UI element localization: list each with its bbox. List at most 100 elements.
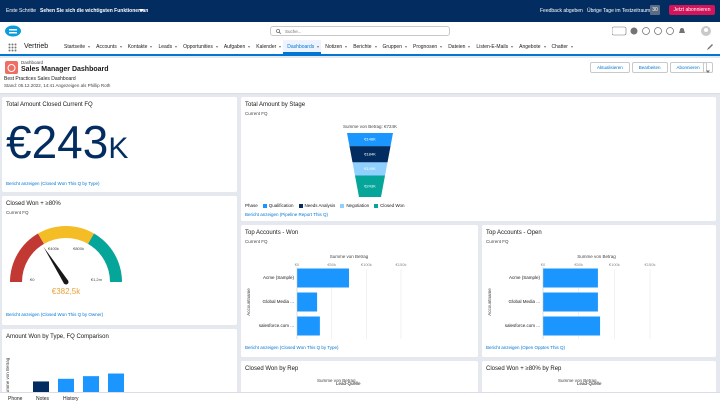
legend-item: Negotiation — [340, 203, 369, 208]
dashboard-header: Dashboard Sales Manager Dashboard Best P… — [0, 58, 720, 94]
funnel-widget: Total Amount by Stage Current FQ Summe v… — [241, 97, 716, 221]
widget-title: Closed Won + ≥80% by Rep — [486, 366, 562, 372]
utility-label: History — [63, 396, 79, 402]
axis-title: Summe von Betrag — [330, 254, 369, 259]
report-link[interactable]: Bericht anzeigen (Closed Won This Q by T… — [245, 345, 339, 350]
widget-title: Top Accounts - Open — [486, 230, 542, 236]
nav-tab[interactable]: Angebote — [515, 40, 547, 54]
utility-item[interactable]: History — [60, 396, 79, 402]
widget-title: Total Amount Closed Current FQ — [6, 102, 93, 108]
category-label: salesforce.com ... — [505, 323, 540, 328]
nav-tab[interactable]: Startseite — [60, 40, 92, 54]
utility-label: Phone — [8, 396, 23, 402]
widget-title: Amount Won by Type, FQ Comparison — [6, 334, 109, 340]
column — [58, 378, 74, 392]
gauge-tick-label: €0 — [30, 277, 35, 282]
top-bar: Erste Schritte Sehen Sie sich die wichti… — [0, 0, 720, 22]
report-link[interactable]: Bericht anzeigen (Open Opptes This Q) — [486, 345, 565, 350]
x-tick-label: €50k — [574, 262, 583, 267]
nav-tab[interactable]: Listen-E-Mails — [472, 40, 515, 54]
action-button[interactable]: Bearbeiten — [631, 62, 668, 73]
nav-tab[interactable]: Kontakte — [124, 40, 155, 54]
nav-tab[interactable]: Gruppen — [379, 40, 409, 54]
bar-widget: Top Accounts - Won Current FQ Summe von … — [241, 225, 478, 357]
nav-tab[interactable]: Chatter — [548, 40, 575, 54]
nav-tab[interactable]: Dateien — [444, 40, 472, 54]
group-title: Lead-Quelle — [577, 381, 602, 386]
dashboard-label: Dashboard — [21, 60, 44, 65]
bar-widget: Top Accounts - Open Current FQ Summe von… — [482, 225, 716, 357]
nav-tab[interactable]: Opportunities — [179, 40, 220, 54]
action-button[interactable]: Abonnieren — [669, 62, 707, 73]
funnel-title: Summe von Betrag: €724K — [343, 124, 397, 129]
gauge-tick-label: €1,2m — [91, 277, 103, 282]
utility-item[interactable]: Phone — [5, 396, 22, 402]
nav-tab[interactable]: Accounts — [92, 40, 124, 54]
subscribe-button[interactable]: Jetzt abonnieren — [669, 5, 715, 15]
report-link[interactable]: Bericht anzeigen (Pipeline Report This Q… — [245, 212, 328, 217]
funnel-chart: Summe von Betrag: €724K €148K €184K €149K €… — [343, 124, 397, 197]
nav-tab[interactable]: Dashboards — [283, 40, 322, 54]
chevron-icon — [706, 70, 710, 73]
dashboard-title: Sales Manager Dashboard — [21, 66, 109, 73]
y-axis-title: Accountname — [487, 288, 492, 316]
edit-nav-icon[interactable] — [706, 43, 714, 51]
nav-tab[interactable]: Berichte — [349, 40, 378, 54]
gauge-band — [38, 226, 94, 244]
x-tick-label: €150k — [645, 262, 656, 267]
legend-label: Qualification — [268, 203, 294, 208]
logo — [5, 25, 21, 37]
legend-swatch — [262, 203, 267, 208]
nav-tab[interactable]: Prognosen — [409, 40, 444, 54]
funnel-segment — [352, 162, 388, 176]
widget-title: Closed Won by Rep — [245, 366, 299, 372]
needle-hub — [63, 279, 69, 285]
utility-label: Notes — [36, 396, 50, 402]
header-icons — [612, 26, 711, 36]
x-tick-label: €50k — [327, 262, 336, 267]
getting-started[interactable]: Erste Schritte — [6, 8, 37, 14]
segment-label: €149K — [364, 166, 376, 171]
more-actions[interactable] — [703, 62, 713, 73]
gauge-needle — [43, 246, 69, 284]
app-launcher[interactable] — [8, 43, 17, 52]
legend-swatch — [374, 203, 379, 208]
nav-tab[interactable]: Notizen — [321, 40, 349, 54]
x-tick-label: €100k — [361, 262, 372, 267]
tab-list: Startseite Accounts Kontakte Leads Opportuni… — [60, 40, 575, 54]
bar-chart: Summe von Betrag €0 €50k €100k €150k Acme (Sa… — [246, 254, 406, 339]
nav-tab[interactable]: Aufgaben — [220, 40, 252, 54]
nav-tab[interactable]: Kalender — [252, 40, 283, 54]
trial-days: 30 — [650, 5, 660, 15]
dashboard-icon — [5, 61, 18, 74]
funnel-segment — [347, 133, 393, 147]
feedback-link[interactable]: Feedback abgeben — [540, 8, 583, 14]
utility-item[interactable]: Notes — [33, 396, 49, 402]
column — [108, 373, 124, 392]
column-chart: Summe von Betrag — [5, 357, 124, 396]
widget-subtitle: Current FQ — [245, 111, 268, 116]
x-tick-label: €0 — [541, 262, 546, 267]
legend-label: Needs Analysis — [304, 203, 336, 208]
report-link[interactable]: Bericht anzeigen (Closed Won This Q by O… — [6, 312, 104, 317]
nav-tab[interactable]: Leads — [154, 40, 179, 54]
category-label: Acme (Sample) — [509, 275, 541, 280]
gauge-chart: €0 €400k €800k €1,2m €382,5k — [10, 226, 122, 296]
legend-item: Closed Won — [374, 203, 405, 208]
global-header: Suche... — [0, 22, 720, 40]
y-axis-title: Accountname — [246, 288, 251, 316]
features-link[interactable]: Sehen Sie sich die wichtigsten Funktione… — [40, 8, 149, 14]
metric-value: €243K — [6, 119, 128, 165]
search-icon — [276, 29, 281, 34]
search-box[interactable]: Suche... — [270, 26, 450, 36]
bar — [297, 316, 320, 336]
widget-title: Top Accounts - Won — [245, 230, 299, 236]
axis-title: Summe von Betrag — [558, 378, 597, 383]
report-link[interactable]: Bericht anzeigen (Closed Won This Q by T… — [6, 181, 100, 186]
dashboard-status: Stand: 05.12.2022, 14:41 Angezeigen als … — [4, 83, 111, 88]
x-tick-label: €0 — [295, 262, 300, 267]
legend-item: Needs Analysis — [298, 203, 336, 208]
action-button[interactable]: Aktualisieren — [590, 62, 630, 73]
legend-title: Phase — [245, 203, 258, 208]
funnel-segment — [349, 146, 391, 163]
